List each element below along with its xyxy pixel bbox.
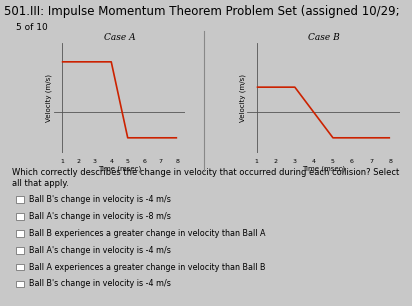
Y-axis label: Velocity (m/s): Velocity (m/s) [239, 74, 246, 122]
Text: 5 of 10: 5 of 10 [16, 23, 48, 32]
Title: Case A: Case A [104, 33, 135, 42]
Text: Which correctly describes the change in velocity that occurred during each colli: Which correctly describes the change in … [12, 168, 400, 188]
Text: Ball A's change in velocity is -8 m/s: Ball A's change in velocity is -8 m/s [29, 212, 171, 221]
X-axis label: Time (msec): Time (msec) [98, 166, 141, 172]
Text: Ball B's change in velocity is -4 m/s: Ball B's change in velocity is -4 m/s [29, 279, 171, 289]
Text: Ball B's change in velocity is -4 m/s: Ball B's change in velocity is -4 m/s [29, 195, 171, 204]
Text: 501.III: Impulse Momentum Theorem Problem Set (assigned 10/29;: 501.III: Impulse Momentum Theorem Proble… [4, 5, 400, 17]
Text: Ball A experiences a greater change in velocity than Ball B: Ball A experiences a greater change in v… [29, 263, 265, 272]
Text: Ball B experiences a greater change in velocity than Ball A: Ball B experiences a greater change in v… [29, 229, 265, 238]
X-axis label: Time (msec): Time (msec) [302, 166, 345, 172]
Title: Case B: Case B [307, 33, 339, 42]
Y-axis label: Velocity (m/s): Velocity (m/s) [46, 74, 52, 122]
Text: Ball A's change in velocity is -4 m/s: Ball A's change in velocity is -4 m/s [29, 246, 171, 255]
